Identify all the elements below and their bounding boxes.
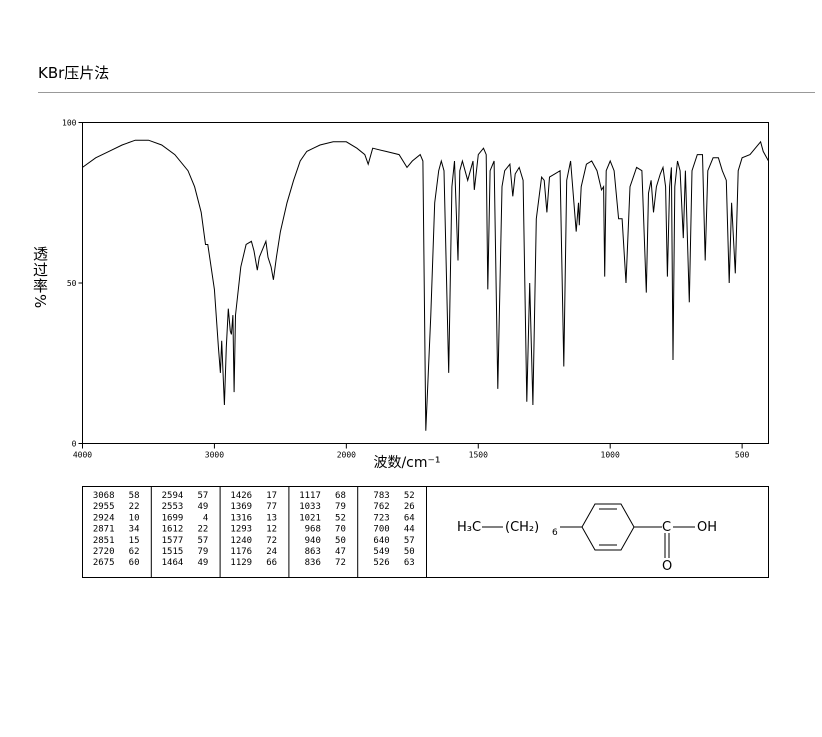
peak-transmittance: 49: [197, 558, 208, 568]
peak-transmittance: 22: [197, 525, 208, 535]
y-tick-label: 50: [67, 279, 77, 288]
peak-wavenumber: 640: [373, 536, 389, 546]
peak-wavenumber: 2675: [93, 558, 115, 568]
peak-wavenumber: 1117: [299, 491, 321, 501]
peak-transmittance: 62: [129, 547, 140, 557]
x-tick-label: 4000: [73, 451, 92, 460]
y-tick-label: 100: [62, 119, 77, 128]
peak-wavenumber: 968: [305, 525, 321, 535]
structure-label: C: [662, 520, 671, 535]
peak-transmittance: 13: [266, 513, 277, 523]
structure: [482, 503, 695, 558]
peak-transmittance: 63: [404, 558, 415, 568]
peak-transmittance: 10: [129, 513, 140, 523]
peak-transmittance: 72: [266, 536, 277, 546]
peak-wavenumber: 2924: [93, 513, 115, 523]
peak-transmittance: 22: [129, 502, 140, 512]
peak-wavenumber: 3068: [93, 491, 115, 501]
peak-wavenumber: 1240: [230, 536, 252, 546]
peak-transmittance: 52: [335, 513, 346, 523]
peak-transmittance: 34: [129, 525, 140, 535]
peak-transmittance: 24: [266, 547, 277, 557]
peak-transmittance: 57: [197, 536, 208, 546]
table-frame: [82, 486, 769, 578]
structure-label: (CH₂): [505, 520, 539, 535]
peak-wavenumber: 1577: [162, 536, 184, 546]
x-tick-label: 500: [735, 451, 750, 460]
peak-transmittance: 49: [197, 502, 208, 512]
peak-wavenumber: 940: [305, 536, 321, 546]
peak-transmittance: 79: [197, 547, 208, 557]
peak-wavenumber: 526: [373, 558, 389, 568]
peak-transmittance: 17: [266, 491, 277, 501]
peak-wavenumber: 783: [373, 491, 389, 501]
x-axis-label: 波数/cm⁻¹: [373, 455, 440, 471]
peak-wavenumber: 1369: [230, 502, 252, 512]
structure-label: 6: [552, 528, 558, 538]
structure-label: O: [662, 559, 672, 574]
peak-transmittance: 64: [404, 513, 415, 523]
peak-wavenumber: 1129: [230, 558, 252, 568]
spectrum-line: [82, 139, 769, 431]
peak-wavenumber: 2720: [93, 547, 115, 557]
peak-wavenumber: 700: [373, 525, 389, 535]
peak-transmittance: 47: [335, 547, 346, 557]
peak-transmittance: 72: [335, 558, 346, 568]
y-axis-label: 透过率%: [31, 246, 49, 310]
peak-transmittance: 57: [404, 536, 415, 546]
x-tick-label: 1500: [469, 451, 488, 460]
peak-transmittance: 44: [404, 525, 415, 535]
peak-wavenumber: 1612: [162, 525, 184, 535]
peak-wavenumber: 2955: [93, 502, 115, 512]
peak-wavenumber: 1426: [230, 491, 252, 501]
peak-wavenumber: 762: [373, 502, 389, 512]
peak-transmittance: 15: [129, 536, 140, 546]
peak-wavenumber: 1699: [162, 513, 184, 523]
peak-transmittance: 68: [335, 491, 346, 501]
x-tick-label: 1000: [601, 451, 620, 460]
peak-transmittance: 26: [404, 502, 415, 512]
peak-wavenumber: 1293: [230, 525, 252, 535]
peak-wavenumber: 836: [305, 558, 321, 568]
structure-label: H₃C: [457, 520, 481, 535]
peak-transmittance: 60: [129, 558, 140, 568]
peak-wavenumber: 2594: [162, 491, 184, 501]
y-tick-label: 0: [72, 440, 77, 449]
peak-wavenumber: 1316: [230, 513, 252, 523]
peak-transmittance: 66: [266, 558, 277, 568]
peak-wavenumber: 549: [373, 547, 389, 557]
peak-wavenumber: 1021: [299, 513, 321, 523]
x-tick-label: 2000: [337, 451, 356, 460]
peak-wavenumber: 1176: [230, 547, 252, 557]
peak-transmittance: 77: [266, 502, 277, 512]
peak-transmittance: 50: [404, 547, 415, 557]
structure-label: OH: [697, 520, 717, 535]
peak-wavenumber: 1033: [299, 502, 321, 512]
peak-transmittance: 79: [335, 502, 346, 512]
peak-transmittance: 4: [203, 513, 208, 523]
peak-transmittance: 52: [404, 491, 415, 501]
peak-wavenumber: 1464: [162, 558, 184, 568]
peak-wavenumber: 1515: [162, 547, 184, 557]
peak-wavenumber: 2851: [93, 536, 115, 546]
x-tick-label: 3000: [205, 451, 224, 460]
peak-wavenumber: 863: [305, 547, 321, 557]
peak-wavenumber: 2553: [162, 502, 184, 512]
peak-wavenumber: 2871: [93, 525, 115, 535]
peak-transmittance: 70: [335, 525, 346, 535]
peak-transmittance: 58: [129, 491, 140, 501]
peak-transmittance: 12: [266, 525, 277, 535]
page-title: KBr压片法: [38, 64, 109, 82]
peak-transmittance: 57: [197, 491, 208, 501]
peak-wavenumber: 723: [373, 513, 389, 523]
peak-transmittance: 50: [335, 536, 346, 546]
